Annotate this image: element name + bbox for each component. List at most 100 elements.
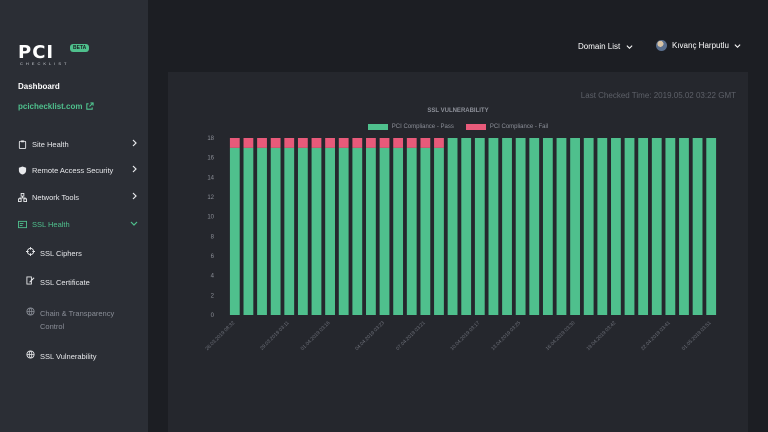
legend-item-fail[interactable]: PCI Compliance - Fail — [465, 124, 549, 130]
bar-pass[interactable] — [679, 138, 689, 315]
legend-label: PCI Compliance - Fail — [489, 124, 549, 130]
bar-pass[interactable] — [270, 147, 281, 315]
y-tick-label: 4 — [211, 274, 215, 280]
document-edit-icon — [26, 276, 35, 285]
bar-pass[interactable] — [583, 138, 594, 315]
chart-panel: Last Checked Time: 2019.05.02 03:22 GMT … — [168, 72, 748, 432]
legend-item-pass[interactable]: PCI Compliance - Pass — [367, 124, 454, 130]
bar-pass[interactable] — [570, 138, 580, 315]
bar-fail[interactable] — [297, 138, 308, 148]
sidebar-item-remote-access-security[interactable]: Remote Access Security — [18, 163, 138, 177]
bar-pass[interactable] — [229, 147, 240, 315]
bar-pass[interactable] — [311, 147, 322, 315]
sidebar-item-dashboard[interactable]: Dashboard — [18, 82, 60, 91]
bar-pass[interactable] — [366, 147, 376, 315]
bar-fail[interactable] — [243, 138, 254, 148]
sidebar-subitem-ssl-ciphers[interactable]: SSL Ciphers — [26, 247, 82, 260]
certificate-icon — [18, 220, 27, 228]
bar-fail[interactable] — [379, 138, 390, 148]
bar-pass[interactable] — [379, 147, 390, 315]
bar-pass[interactable] — [692, 138, 703, 315]
logo[interactable]: PCI CHECKLIST BETA — [18, 42, 98, 66]
bar-fail[interactable] — [352, 138, 363, 148]
bar-pass[interactable] — [325, 147, 335, 315]
x-tick-label: 19.04.2019 03:42 — [586, 320, 618, 352]
bar-pass[interactable] — [461, 138, 472, 315]
chevron-down-icon — [626, 45, 633, 49]
y-tick-label: 16 — [207, 156, 214, 162]
legend-swatch-fail — [465, 124, 486, 130]
bar-pass[interactable] — [338, 147, 349, 315]
chevron-right-icon — [132, 192, 137, 200]
bar-pass[interactable] — [651, 138, 662, 315]
bar-pass[interactable] — [542, 138, 553, 315]
bar-pass[interactable] — [529, 138, 540, 315]
bar-fail[interactable] — [229, 138, 240, 148]
bar-pass[interactable] — [447, 138, 458, 315]
external-link-icon — [86, 102, 95, 110]
domain-list-dropdown[interactable]: Domain List — [578, 42, 633, 51]
sidebar-subitem-ssl-certificate[interactable]: SSL Certificate — [26, 276, 90, 289]
x-tick-label: 13.04.2019 03:25 — [490, 320, 522, 352]
bar-pass[interactable] — [243, 147, 254, 315]
sidebar-subitem-ssl-vulnerability[interactable]: SSL Vulnerability — [26, 350, 97, 363]
bar-pass[interactable] — [611, 138, 621, 315]
bar-fail[interactable] — [393, 138, 404, 148]
sidebar-item-network-tools[interactable]: Network Tools — [18, 190, 138, 204]
user-menu[interactable]: Kıvanç Harputlu — [656, 40, 741, 51]
bar-pass[interactable] — [502, 138, 512, 315]
bar-pass[interactable] — [624, 138, 635, 315]
bar-pass[interactable] — [420, 147, 431, 315]
sidebar-subitem-label: SSL Ciphers — [40, 249, 82, 258]
x-tick-label: 16.04.2019 03:30 — [545, 320, 577, 352]
bar-fail[interactable] — [420, 138, 431, 148]
bar-pass[interactable] — [352, 147, 363, 315]
bar-pass[interactable] — [284, 147, 295, 315]
bar-pass[interactable] — [665, 138, 676, 315]
crosshair-icon — [26, 247, 35, 256]
shield-icon — [18, 165, 27, 175]
logo-subtitle: CHECKLIST — [20, 61, 70, 66]
sidebar-subitem-label: Chain & Transparency Control — [40, 309, 115, 331]
bar-pass[interactable] — [556, 138, 567, 315]
sidebar-item-label: Remote Access Security — [32, 165, 114, 175]
bar-fail[interactable] — [325, 138, 335, 148]
y-tick-label: 14 — [207, 175, 214, 181]
bar-pass[interactable] — [393, 147, 404, 315]
y-tick-label: 2 — [211, 293, 215, 299]
chevron-down-icon — [130, 221, 138, 226]
bar-pass[interactable] — [257, 147, 267, 315]
sidebar-item-label: Network Tools — [32, 192, 79, 202]
bar-pass[interactable] — [597, 138, 608, 315]
bar-pass[interactable] — [434, 147, 444, 315]
chevron-right-icon — [132, 139, 137, 147]
bar-pass[interactable] — [406, 147, 417, 315]
bar-fail[interactable] — [311, 138, 322, 148]
bar-fail[interactable] — [284, 138, 295, 148]
chevron-right-icon — [132, 165, 137, 173]
bar-pass[interactable] — [474, 138, 485, 315]
bar-pass[interactable] — [515, 138, 526, 315]
sidebar-item-ssl-health[interactable]: SSL Health — [18, 217, 138, 231]
legend-label: PCI Compliance - Pass — [391, 124, 454, 130]
sidebar-subitem-label: SSL Certificate — [40, 278, 90, 287]
bar-pass[interactable] — [638, 138, 649, 315]
bar-fail[interactable] — [257, 138, 267, 148]
sidebar-subitem-label: SSL Vulnerability — [40, 352, 97, 361]
bar-fail[interactable] — [406, 138, 417, 148]
site-link[interactable]: pcichecklist.com — [18, 102, 95, 111]
x-tick-label: 01.04.2019 03:16 — [300, 320, 332, 352]
bar-fail[interactable] — [434, 138, 444, 148]
bar-pass[interactable] — [488, 138, 499, 315]
bar-fail[interactable] — [338, 138, 349, 148]
bar-fail[interactable] — [366, 138, 376, 148]
ssl-vulnerability-chart: 0 2 4 6 8 10 12 14 16 18 26.03.2019 08:32 29.03.201… — [204, 136, 717, 352]
x-tick-label: 07.04.2019 03:21 — [395, 320, 427, 352]
x-tick-label: 26.03.2019 08:32 — [204, 320, 236, 352]
bar-fail[interactable] — [270, 138, 281, 148]
logo-text: PCI — [18, 42, 55, 63]
bar-pass[interactable] — [297, 147, 308, 315]
sidebar-item-site-health[interactable]: Site Health — [18, 137, 138, 151]
sidebar-subitem-chain-transparency[interactable]: Chain & Transparency Control — [26, 307, 122, 333]
bar-pass[interactable] — [706, 138, 717, 315]
